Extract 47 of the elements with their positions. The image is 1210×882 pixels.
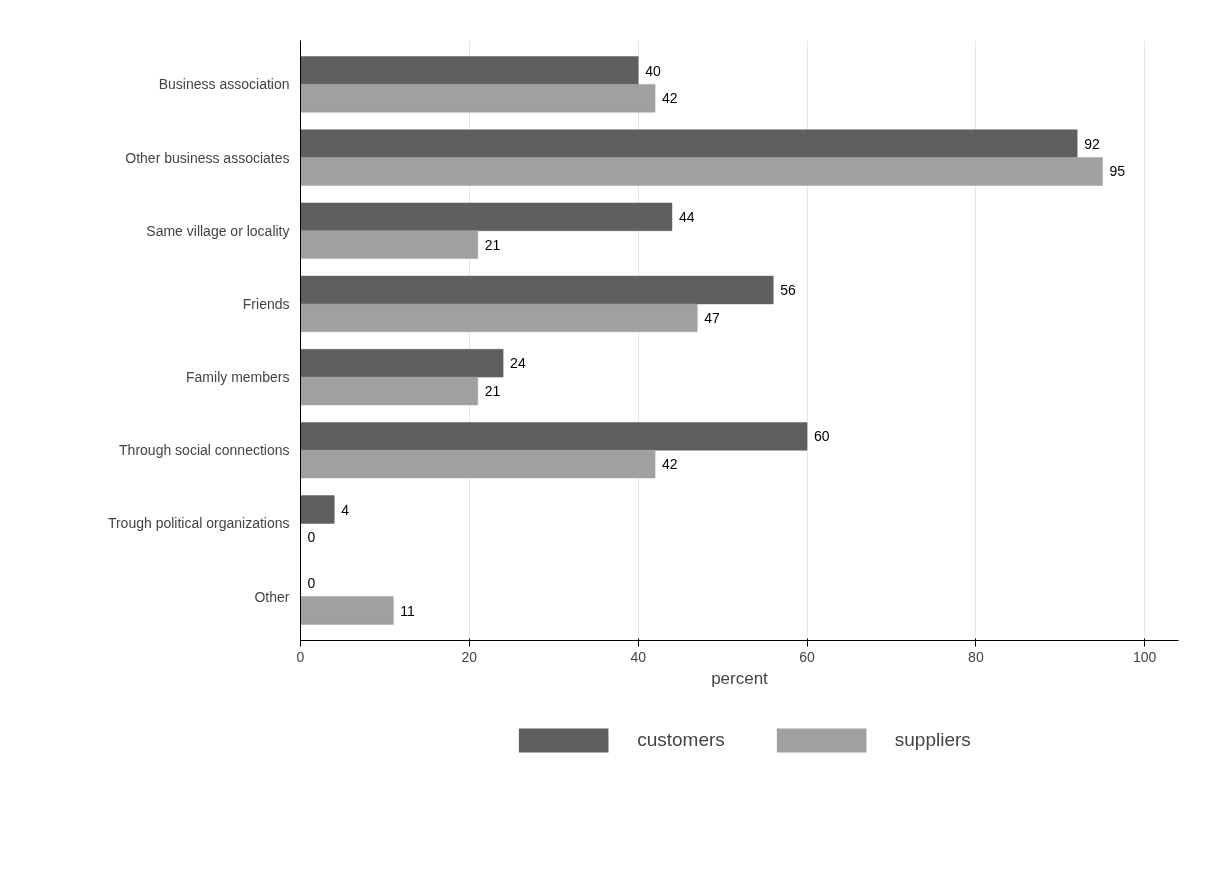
bar [300,230,479,259]
data-label: 40 [645,62,661,79]
y-tick-label: Trough political organizations [107,515,290,532]
y-tick-label: Friends [242,295,290,312]
data-label: 56 [780,282,797,299]
bar [300,596,394,625]
y-tick-label: Other business associates [125,149,290,166]
bar [300,349,504,378]
x-axis-title: percent [711,668,769,688]
bar [300,495,335,524]
y-tick-label: Family members [186,369,290,386]
bar [300,450,656,479]
data-label: 47 [704,309,721,326]
data-label: 92 [1084,135,1100,152]
bar [300,202,673,231]
x-tick-label: 40 [630,648,647,665]
y-tick-label: Through social connections [119,442,290,459]
bar [300,303,698,332]
bar [300,129,1078,158]
bar [300,376,479,406]
bar [300,275,774,305]
data-label: 11 [400,602,416,619]
legend-label: suppliers [894,729,971,751]
data-label: 44 [678,208,695,225]
data-label: 21 [484,382,501,399]
y-tick-label: Business association [158,76,290,93]
x-tick-label: 80 [968,648,984,665]
bar [300,157,1103,186]
x-tick-label: 20 [461,648,478,665]
x-tick-label: 0 [296,648,305,665]
data-label: 95 [1109,163,1126,180]
data-label: 24 [510,355,526,372]
bar [300,422,808,451]
data-label: 60 [814,428,830,445]
bar [300,56,639,85]
data-label: 42 [662,90,678,107]
data-label: 0 [307,529,316,546]
y-tick-label: Other [254,588,290,605]
data-label: 42 [662,456,678,473]
data-label: 21 [484,236,501,253]
legend-label: customers [637,729,725,751]
data-label: 0 [307,574,316,591]
x-tick-label: 60 [799,648,816,665]
x-tick-label: 100 [1133,648,1157,665]
y-tick-label: Same village or locality [146,222,290,239]
bar [300,84,656,113]
data-label: 4 [341,501,350,518]
